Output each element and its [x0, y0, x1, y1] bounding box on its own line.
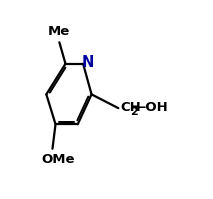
Text: OMe: OMe [42, 153, 75, 166]
Text: 2: 2 [130, 107, 138, 117]
Text: N: N [82, 55, 94, 70]
Text: CH: CH [120, 101, 141, 114]
Text: Me: Me [48, 25, 71, 38]
Text: —OH: —OH [132, 101, 168, 114]
